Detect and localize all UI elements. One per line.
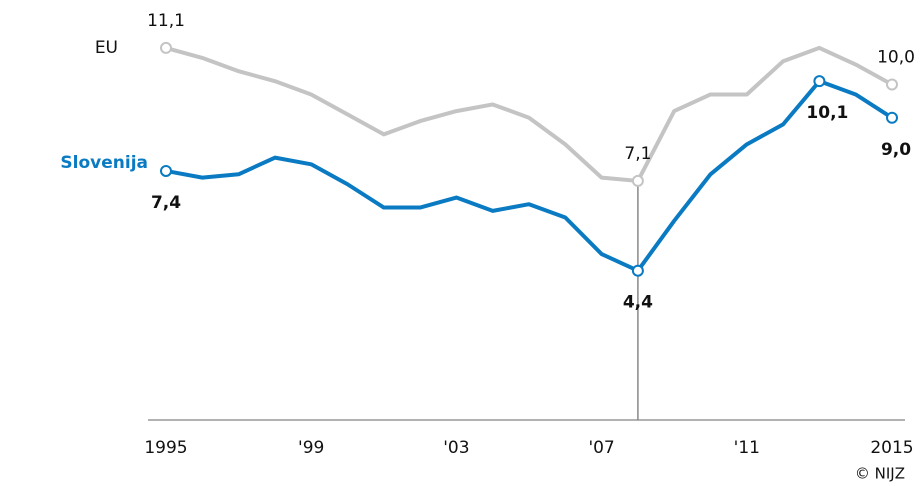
- point-marker: [631, 174, 644, 187]
- point-marker: [160, 164, 172, 177]
- x-tick-label: '99: [298, 438, 324, 458]
- x-tick-label: 2015: [870, 438, 913, 458]
- data-label: 4,4: [623, 293, 653, 313]
- point-marker: [813, 75, 826, 88]
- point-marker: [160, 41, 172, 54]
- series-line: [165, 45, 893, 183]
- data-label: 10,1: [806, 103, 848, 123]
- series-line: [165, 79, 894, 273]
- data-label: 10,0: [877, 48, 915, 68]
- point-marker: [631, 264, 644, 277]
- point-marker: [886, 111, 898, 124]
- x-tick-label: '07: [588, 438, 614, 458]
- data-label: 11,1: [147, 11, 185, 31]
- x-tick-label: 1995: [144, 438, 187, 458]
- series-label: Slovenija: [60, 153, 148, 173]
- series-label: EU: [95, 38, 118, 58]
- data-label: 7,1: [624, 144, 651, 164]
- point-marker: [886, 78, 898, 91]
- source: © NIJZ: [855, 465, 905, 483]
- x-tick-label: '11: [734, 438, 760, 458]
- data-label: 9,0: [881, 140, 911, 160]
- x-tick-label: '03: [443, 438, 469, 458]
- data-label: 7,4: [151, 193, 181, 213]
